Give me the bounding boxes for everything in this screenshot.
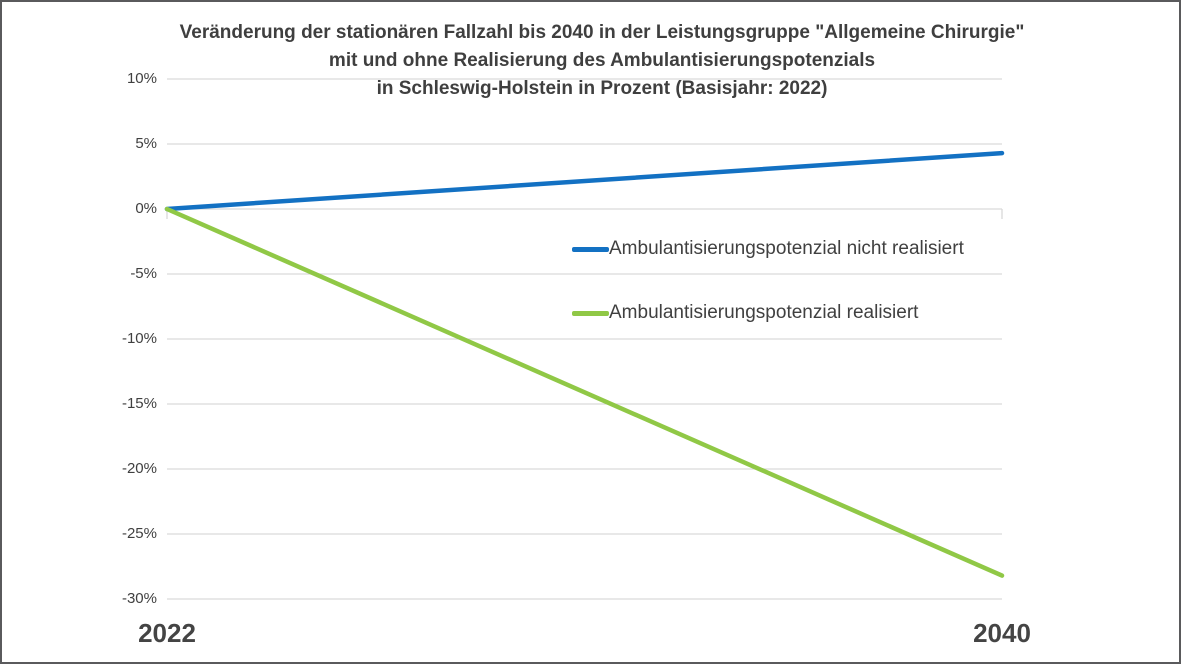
- chart-title-line-1: Veränderung der stationären Fallzahl bis…: [179, 22, 1025, 43]
- legend-label: Ambulantisierungspotenzial nicht realisi…: [609, 238, 964, 259]
- y-axis-tick-label: -30%: [121, 590, 157, 607]
- chart-title: Veränderung der stationären Fallzahl bis…: [22, 19, 1179, 103]
- series-line-1: [164, 206, 1005, 578]
- x-axis-tick-label-2040: 2040: [973, 618, 1031, 648]
- legend-line-swatch-green: [572, 310, 609, 316]
- legend-label: Ambulantisierungspotenzial realisiert: [609, 302, 919, 323]
- y-axis-tick-label: -20%: [121, 460, 157, 477]
- chart-title-line-3: in Schleswig-Holstein in Prozent (Basisj…: [376, 78, 828, 99]
- y-axis-tick-label: -25%: [121, 525, 157, 542]
- chart-title-line-2: mit und ohne Realisierung des Ambulantis…: [328, 50, 876, 71]
- series-line-0: [164, 150, 1005, 212]
- y-axis-tick-label: 0%: [135, 200, 157, 217]
- y-axis-tick-label: -10%: [121, 330, 157, 347]
- legend-item-nicht-realisiert: Ambulantisierungspotenzial nicht realisi…: [572, 237, 964, 261]
- y-axis-tick-label: -15%: [121, 395, 157, 412]
- x-axis-tick-label-2022: 2022: [138, 618, 196, 648]
- legend-line-swatch-blue: [572, 246, 609, 252]
- legend-item-realisiert: Ambulantisierungspotenzial realisiert: [572, 301, 918, 325]
- y-axis-tick-label: -5%: [130, 265, 157, 282]
- y-axis-tick-label: 5%: [135, 135, 157, 152]
- y-axis-tick-label: 10%: [126, 70, 157, 87]
